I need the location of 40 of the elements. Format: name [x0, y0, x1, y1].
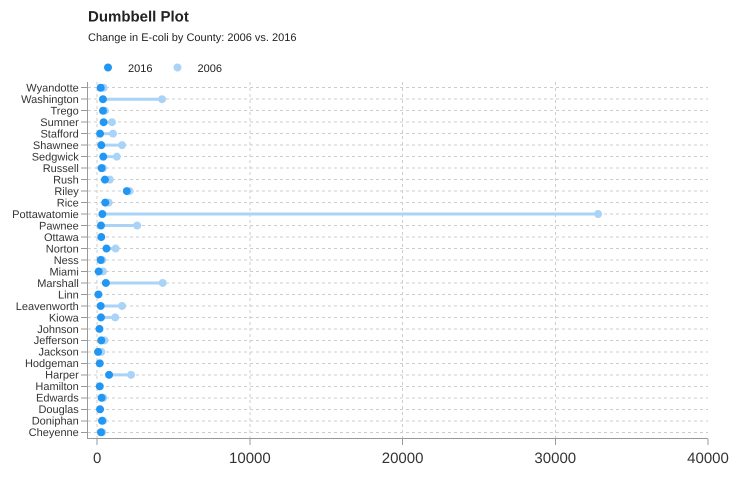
y-tick-label: Ness: [54, 254, 80, 267]
y-tick-label: Douglas: [38, 404, 80, 416]
y-tick-label: Hodgeman: [24, 358, 79, 370]
y-tick-label: Rice: [56, 197, 79, 210]
y-tick-label: Marshall: [37, 278, 79, 290]
y-tick-label: Hamilton: [35, 381, 79, 394]
legend-label: 2016: [128, 62, 152, 75]
y-tick-label: Rush: [53, 174, 79, 186]
y-tick-label: Miami: [49, 266, 79, 278]
y-tick-label: Jefferson: [34, 335, 79, 348]
y-tick-label: Wyandotte: [26, 82, 79, 95]
y-tick-label: Pawnee: [39, 220, 79, 232]
x-tick-label: 30000: [534, 450, 576, 467]
y-tick-label: Linn: [58, 289, 79, 302]
y-tick-label: Sumner: [40, 117, 80, 130]
y-tick-label: Russell: [42, 162, 79, 175]
x-tick-label: 40000: [687, 450, 729, 467]
y-tick-label: Washington: [21, 94, 79, 106]
x-tick-label: 20000: [382, 450, 424, 467]
y-tick-label: Leavenworth: [16, 300, 79, 313]
y-tick-label: Jackson: [38, 346, 79, 359]
y-tick-label: Norton: [46, 243, 79, 256]
y-tick-label: Doniphan: [32, 416, 79, 428]
y-tick-label: Edwards: [36, 392, 80, 405]
y-tick-label: Pottawatomie: [12, 208, 79, 221]
y-tick-label: Shawnee: [32, 140, 79, 152]
y-tick-label: Riley: [54, 186, 80, 198]
chart-title: Dumbbell Plot: [88, 8, 189, 26]
x-tick-label: 10000: [229, 450, 271, 467]
y-tick-label: Sedgwick: [32, 152, 80, 164]
y-tick-label: Trego: [50, 106, 79, 118]
y-tick-label: Stafford: [40, 128, 79, 141]
x-tick-label: 0: [92, 450, 102, 467]
legend-label: 2006: [197, 62, 222, 75]
y-tick-label: Cheyenne: [28, 427, 79, 440]
y-tick-label: Harper: [45, 370, 80, 382]
y-tick-label: Ottawa: [44, 232, 80, 244]
chart-subtitle: Change in E-coli by County: 2006 vs. 2016: [88, 32, 297, 44]
y-tick-label: Johnson: [37, 324, 79, 336]
y-tick-label: Kiowa: [48, 312, 80, 324]
